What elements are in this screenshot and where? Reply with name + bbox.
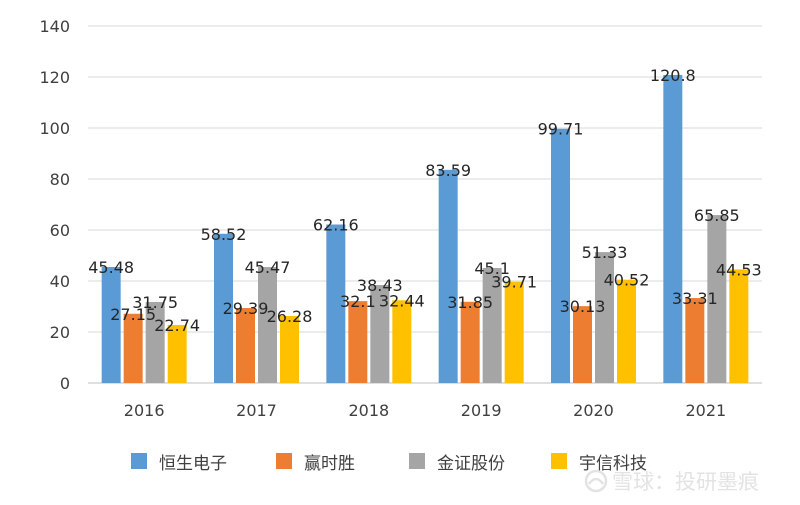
legend-item: 金证股份: [409, 446, 505, 476]
bar: [482, 267, 502, 383]
data-label: 99.71: [538, 120, 584, 139]
bar: [573, 306, 592, 383]
data-label: 62.16: [313, 215, 359, 234]
data-label: 39.71: [491, 273, 537, 292]
y-tick-label: 80: [50, 170, 70, 189]
bar: [101, 267, 121, 383]
y-tick-label: 100: [39, 119, 70, 138]
snowball-logo-icon: [584, 469, 608, 493]
bar: [392, 300, 412, 383]
legend-swatch: [131, 453, 147, 469]
legend-item: 恒生电子: [131, 446, 227, 476]
data-label: 83.59: [425, 161, 471, 180]
data-label: 58.52: [201, 225, 247, 244]
legend: 恒生电子 赢时胜 金证股份 宇信科技: [0, 446, 800, 476]
x-tick-label: 2018: [348, 401, 389, 420]
y-tick-label: 120: [39, 68, 70, 87]
data-label: 26.28: [267, 307, 313, 326]
data-label: 45.1: [474, 259, 510, 278]
data-label: 44.53: [716, 260, 762, 279]
x-tick-label: 2020: [573, 401, 614, 420]
bar: [663, 74, 683, 384]
bar: [685, 298, 705, 383]
data-label: 40.52: [604, 271, 650, 290]
bar: [326, 224, 346, 383]
y-axis-ticks: 0 20 40 60 80 100 120 140: [39, 17, 70, 393]
watermark-text: 雪球：投研墨痕: [612, 470, 759, 494]
data-label: 51.33: [582, 243, 628, 262]
legend-swatch: [409, 453, 425, 469]
data-label: 45.47: [245, 258, 291, 277]
x-axis-ticks: 2016 2017 2018 2019 2020 2021: [124, 401, 726, 420]
legend-swatch: [551, 453, 567, 469]
bar: [145, 302, 165, 383]
legend-item: 赢时胜: [276, 446, 355, 476]
bar: [280, 315, 299, 383]
data-label: 32.44: [379, 291, 425, 310]
data-label: 22.74: [154, 316, 200, 335]
data-label: 29.39: [223, 299, 269, 318]
data-label: 27.15: [110, 305, 156, 324]
watermark: 雪球：投研墨痕: [584, 466, 759, 496]
gridlines: [88, 25, 762, 384]
data-label: 31.75: [132, 293, 178, 312]
legend-label: 金证股份: [437, 453, 505, 474]
bar: [258, 267, 277, 383]
legend-label: 恒生电子: [159, 453, 227, 474]
legend-item: 宇信科技: [551, 446, 647, 476]
data-label: 33.31: [672, 289, 718, 308]
data-label: 45.48: [88, 258, 134, 277]
data-label: 31.85: [447, 293, 493, 312]
bar: [123, 313, 143, 383]
data-label: 120.8: [650, 66, 696, 85]
bar: [729, 269, 749, 383]
bar: [438, 169, 458, 383]
data-label: 30.13: [560, 297, 606, 316]
bar: [595, 252, 614, 383]
y-tick-label: 0: [60, 374, 70, 393]
legend-swatch: [276, 453, 292, 469]
data-label: 32.1: [340, 292, 376, 311]
y-tick-label: 40: [50, 272, 70, 291]
y-tick-label: 20: [50, 323, 70, 342]
bar: [460, 301, 480, 383]
bar: [504, 281, 524, 383]
bar: [617, 279, 636, 383]
bar: [370, 285, 390, 383]
x-tick-label: 2017: [236, 401, 277, 420]
data-label: 38.43: [357, 276, 403, 295]
x-tick-label: 2016: [124, 401, 165, 420]
bar: [236, 308, 255, 383]
bars: [101, 74, 749, 384]
bar: [551, 128, 570, 383]
y-tick-label: 140: [39, 17, 70, 36]
x-tick-label: 2021: [685, 401, 726, 420]
bar: [167, 325, 187, 383]
legend-label: 宇信科技: [579, 453, 647, 474]
bar: [707, 215, 727, 383]
data-label: 65.85: [694, 206, 740, 225]
x-tick-label: 2019: [461, 401, 502, 420]
bar: [214, 233, 233, 383]
bar: [348, 301, 368, 383]
y-tick-label: 60: [50, 221, 70, 240]
legend-label: 赢时胜: [304, 453, 355, 474]
